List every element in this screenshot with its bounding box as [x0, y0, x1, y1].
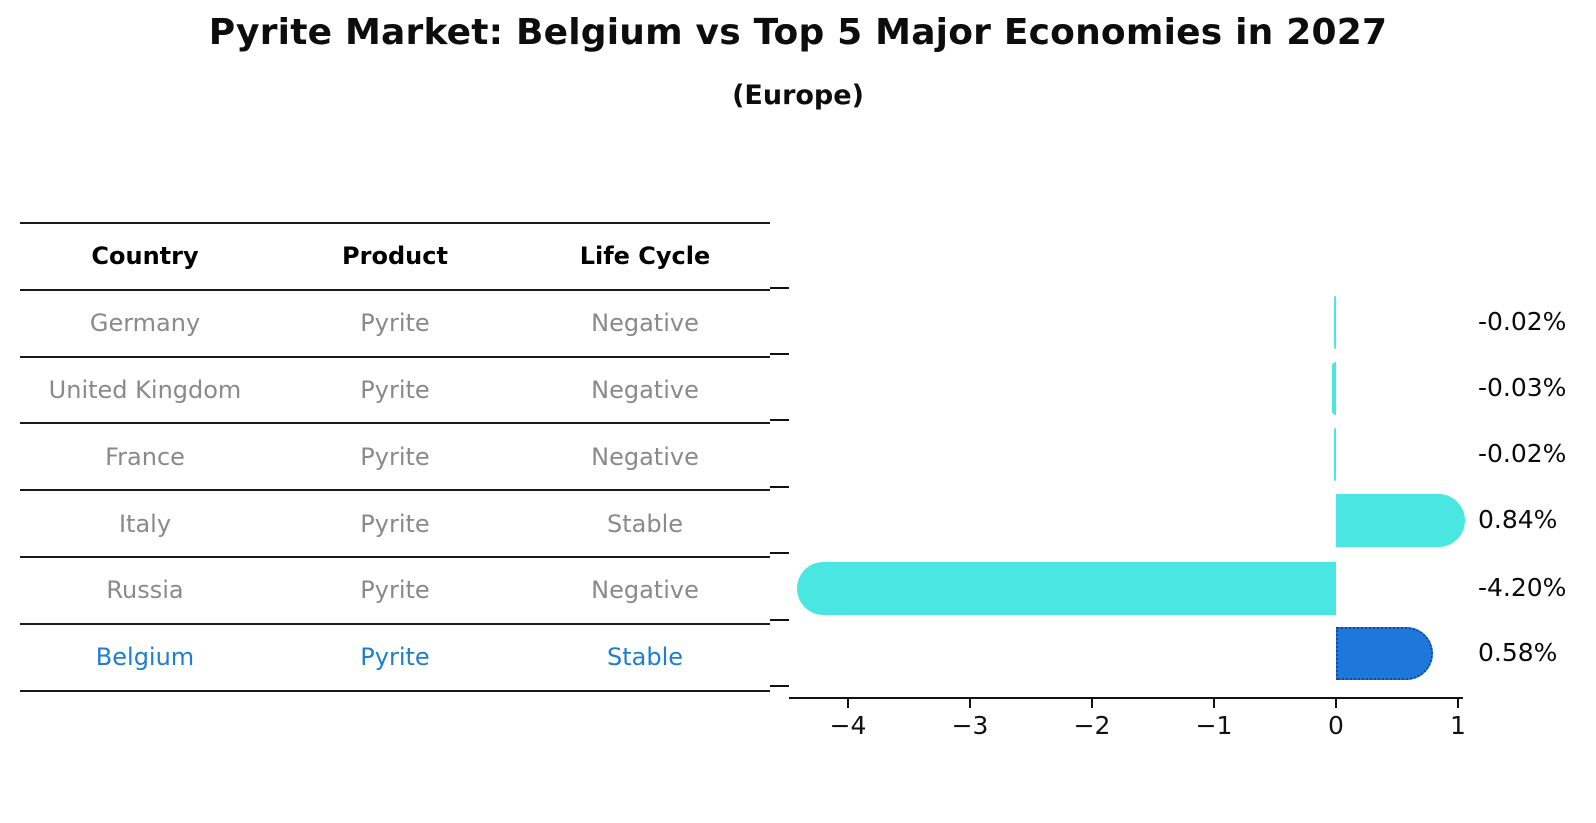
x-tick-label-0: 0: [1328, 711, 1344, 740]
table-cell-product: Pyrite: [360, 643, 430, 672]
table-cell-life_cycle: Negative: [591, 309, 699, 338]
x-tick-label--2: −2: [1073, 711, 1111, 740]
x-tick-1: [1457, 699, 1460, 708]
x-tick--3: [969, 699, 972, 708]
chart-title: Pyrite Market: Belgium vs Top 5 Major Ec…: [208, 12, 1388, 53]
x-tick-label--3: −3: [951, 711, 989, 740]
value-label-russia: -4.20%: [1478, 573, 1567, 602]
table-row-italy: Italy Pyrite Stable: [20, 489, 770, 556]
x-tick--4: [847, 699, 850, 708]
table-cell-product: Pyrite: [360, 509, 430, 538]
bar-france: [1333, 427, 1336, 481]
x-tick--2: [1091, 699, 1094, 708]
table-row-germany: Germany Pyrite Negative: [20, 288, 770, 356]
table-cell-country: France: [105, 442, 185, 471]
y-tick-dash-0: [770, 287, 789, 290]
value-label-united-kingdom: -0.03%: [1478, 373, 1567, 402]
table-row-russia: Russia Pyrite Negative: [20, 555, 770, 623]
table-header-country: Country: [91, 242, 199, 271]
x-axis-line: [789, 697, 1463, 700]
table-cell-product: Pyrite: [360, 576, 430, 605]
chart-subtitle: (Europe): [732, 80, 864, 111]
table-cell-life_cycle: Negative: [591, 375, 699, 404]
table-row-france: France Pyrite Negative: [20, 422, 770, 489]
x-tick-label--1: −1: [1195, 711, 1233, 740]
table-cell-life_cycle: Stable: [606, 643, 684, 672]
bar-russia: [797, 561, 1336, 615]
table-cell-country: Germany: [89, 309, 201, 338]
table-cell-country: Russia: [106, 576, 184, 605]
table-cell-country: Belgium: [95, 643, 195, 672]
bar-united-kingdom: [1332, 361, 1336, 415]
x-tick-0: [1335, 699, 1338, 708]
bar-germany: [1333, 295, 1336, 349]
bar-belgium: [1336, 626, 1434, 680]
x-tick--1: [1213, 699, 1216, 708]
x-tick-label-1: 1: [1450, 711, 1466, 740]
y-tick-dash-5: [770, 619, 789, 622]
table-cell-life_cycle: Negative: [591, 442, 699, 471]
table-header-product: Product: [342, 242, 448, 271]
bar-italy: [1336, 493, 1465, 547]
y-tick-dash-4: [770, 552, 789, 555]
table-header-row: Country Product Life Cycle: [20, 222, 770, 289]
country-table: Country Product Life Cycle Germany Pyrite Neg…: [20, 222, 770, 692]
value-label-germany: -0.02%: [1478, 307, 1567, 336]
table-row-belgium: Belgium Pyrite Stable: [20, 622, 770, 690]
table-cell-product: Pyrite: [360, 309, 430, 338]
table-cell-country: United Kingdom: [48, 375, 242, 404]
x-tick-label--4: −4: [829, 711, 867, 740]
table-cell-country: Italy: [118, 509, 172, 538]
table-header-life-cycle: Life Cycle: [579, 242, 711, 271]
table-cell-product: Pyrite: [360, 375, 430, 404]
table-cell-life_cycle: Stable: [606, 509, 684, 538]
value-label-belgium: 0.58%: [1478, 638, 1558, 667]
y-tick-dash-3: [770, 486, 789, 489]
value-label-france: -0.02%: [1478, 439, 1567, 468]
y-tick-dash-2: [770, 419, 789, 422]
table-row-united-kingdom: United Kingdom Pyrite Negative: [20, 355, 770, 423]
y-tick-dash-6: [770, 685, 789, 688]
table-cell-product: Pyrite: [360, 442, 430, 471]
value-label-italy: 0.84%: [1478, 505, 1558, 534]
y-tick-dash-1: [770, 353, 789, 356]
table-cell-life_cycle: Negative: [591, 576, 699, 605]
